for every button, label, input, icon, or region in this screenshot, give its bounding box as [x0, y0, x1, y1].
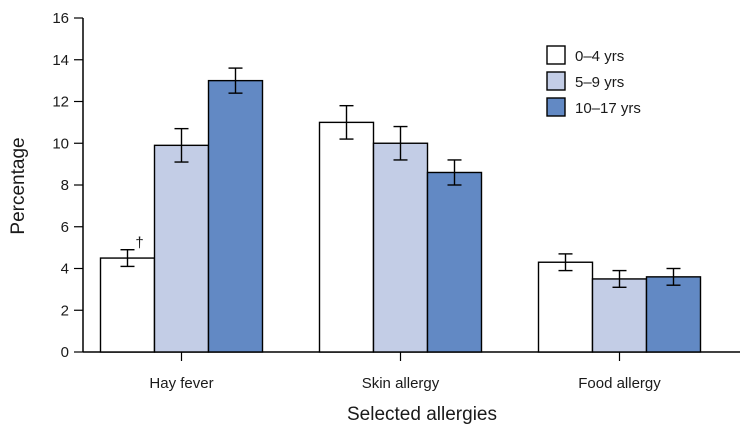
y-tick-label: 14 — [52, 52, 69, 69]
x-axis-title: Selected allergies — [347, 404, 497, 425]
bar — [645, 276, 702, 353]
y-tick-label: 6 — [61, 219, 69, 236]
y-tick-label: 8 — [61, 177, 69, 194]
y-axis: 0 2 4 6 8 10 12 14 16 — [52, 10, 84, 361]
category-label: Food allergy — [578, 375, 661, 392]
legend-item: 0–4 yrs — [546, 45, 624, 65]
bar — [426, 171, 483, 353]
y-tick-label: 0 — [61, 344, 69, 361]
error-bar — [666, 267, 681, 286]
category-label: Skin allergy — [362, 375, 440, 392]
category-label: Hay fever — [149, 375, 213, 392]
error-bar — [447, 159, 462, 186]
bar — [591, 278, 648, 353]
y-tick-label: 16 — [52, 10, 69, 27]
legend-item: 5–9 yrs — [546, 71, 624, 91]
error-bars-layer — [120, 67, 681, 288]
x-axis: Hay fever Skin allergy Food allergy — [83, 351, 740, 392]
bar — [153, 144, 210, 353]
y-axis-title: Percentage — [8, 137, 29, 234]
error-bar — [612, 269, 627, 288]
bars-layer — [99, 79, 702, 353]
bar — [372, 142, 429, 353]
annotation-dagger: † — [135, 235, 143, 252]
bar — [207, 79, 264, 353]
legend-swatch — [546, 71, 566, 91]
legend-swatch — [546, 45, 566, 65]
bar — [99, 257, 156, 353]
error-bar — [393, 125, 408, 161]
bar — [537, 261, 594, 353]
error-bar — [174, 127, 189, 163]
error-bar — [339, 104, 354, 140]
legend-label: 10–17 yrs — [575, 100, 641, 117]
bar — [318, 121, 375, 353]
error-bar — [120, 249, 135, 268]
legend-label: 5–9 yrs — [575, 74, 624, 91]
y-tick-label: 12 — [52, 94, 69, 111]
y-tick-label: 2 — [61, 302, 69, 319]
y-tick-label: 4 — [61, 261, 69, 278]
y-tick-label: 10 — [52, 135, 69, 152]
error-bar — [228, 67, 243, 94]
error-bar — [558, 253, 573, 272]
legend-swatch — [546, 97, 566, 117]
legend: 0–4 yrs 5–9 yrs 10–17 yrs — [546, 45, 641, 117]
legend-item: 10–17 yrs — [546, 97, 641, 117]
annotations-layer: † — [135, 235, 143, 252]
legend-label: 0–4 yrs — [575, 48, 624, 65]
